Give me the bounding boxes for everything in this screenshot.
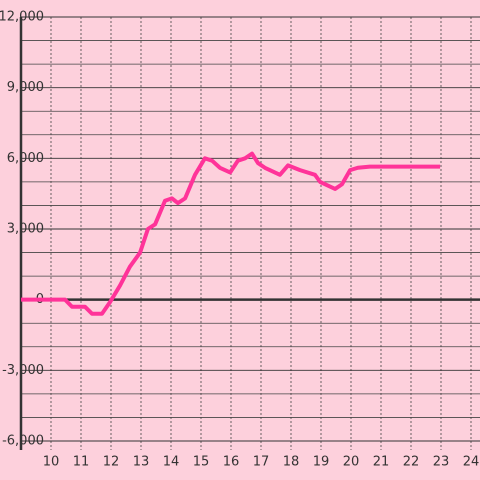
x-tick-label: 19 bbox=[313, 455, 330, 470]
y-tick-label: 6,000 bbox=[7, 151, 44, 166]
x-tick-label: 22 bbox=[403, 455, 420, 470]
x-tick-label: 13 bbox=[133, 455, 150, 470]
x-tick-label: 10 bbox=[43, 455, 60, 470]
y-tick-label: 3,000 bbox=[7, 222, 44, 237]
x-tick-label: 12 bbox=[103, 455, 120, 470]
y-tick-label: 9,000 bbox=[7, 80, 44, 95]
x-tick-label: 14 bbox=[163, 455, 180, 470]
x-tick-label: 11 bbox=[73, 455, 90, 470]
x-tick-label: 16 bbox=[223, 455, 240, 470]
x-tick-label: 24 bbox=[463, 455, 480, 470]
x-tick-label: 21 bbox=[373, 455, 390, 470]
y-tick-label: -3,000 bbox=[2, 363, 44, 378]
x-tick-label: 23 bbox=[433, 455, 450, 470]
x-tick-label: 20 bbox=[343, 455, 360, 470]
x-tick-label: 15 bbox=[193, 455, 210, 470]
x-tick-label: 17 bbox=[253, 455, 270, 470]
line-series bbox=[21, 151, 441, 316]
x-tick-label: 18 bbox=[283, 455, 300, 470]
y-tick-label: -6,000 bbox=[2, 434, 44, 449]
